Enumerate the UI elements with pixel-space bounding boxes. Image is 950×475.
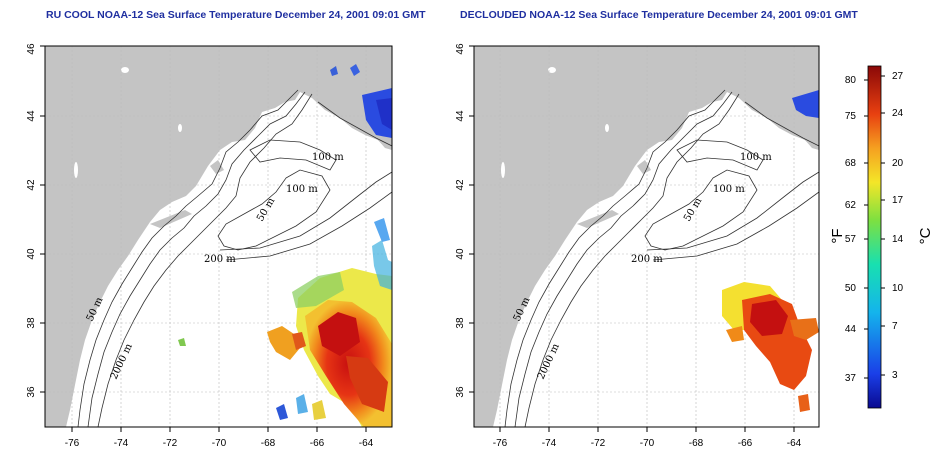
contour-label-100m: 100 m	[286, 184, 318, 195]
colorbar-c-label: 20	[892, 158, 904, 169]
map-panel-right: 100 m 100 m 50 m 200 m 50 m 2000 m -76 -…	[455, 43, 820, 449]
contour-label-100m: 100 m	[713, 184, 745, 195]
colorbar-f-label: 80	[845, 75, 857, 86]
x-tick-label: -70	[640, 438, 655, 449]
colorbar-f-label: 50	[845, 283, 857, 294]
lake	[178, 124, 182, 132]
colorbar: 80 75 68 62 57 50 44 37 27 24 20 17 14 1…	[829, 65, 934, 409]
y-axis-labels: 36 38 40 42 44 46	[455, 43, 466, 398]
lake	[605, 124, 609, 132]
lake	[501, 162, 505, 178]
land-cape-cod	[210, 160, 224, 174]
lake	[121, 67, 129, 73]
colorbar-c-label: 10	[892, 283, 904, 294]
y-tick-label: 46	[455, 43, 466, 55]
x-tick-label: -72	[163, 438, 178, 449]
colorbar-f-labels: 80 75 68 62 57 50 44 37	[845, 75, 857, 384]
x-tick-label: -64	[359, 438, 374, 449]
y-tick-label: 42	[455, 179, 466, 191]
x-tick-label: -66	[738, 438, 753, 449]
map-panel-left: 100 m 100 m 50 m 200 m 50 m 2000 m -76 -…	[26, 43, 393, 449]
x-axis-labels: -76 -74 -72 -70 -68 -66 -64	[493, 438, 802, 449]
x-tick-label: -74	[114, 438, 129, 449]
y-tick-label: 36	[455, 386, 466, 398]
colorbar-f-label: 68	[845, 158, 857, 169]
x-axis-labels: -76 -74 -72 -70 -68 -66 -64	[65, 438, 374, 449]
y-tick-label: 38	[455, 317, 466, 329]
colorbar-c-label: 7	[892, 321, 898, 332]
bathymetry-contours	[77, 89, 392, 427]
colorbar-f-label: 37	[845, 373, 857, 384]
x-tick-label: -74	[542, 438, 557, 449]
land-long-island	[150, 210, 192, 228]
y-tick-label: 36	[26, 386, 37, 398]
bathymetry-contours	[504, 89, 819, 427]
colorbar-c-label: 27	[892, 71, 904, 82]
lake	[548, 67, 556, 73]
contour-label-200m: 200 m	[631, 254, 663, 265]
colorbar-c-label: 14	[892, 234, 904, 245]
x-tick-label: -66	[310, 438, 325, 449]
y-tick-label: 44	[455, 110, 466, 122]
y-tick-label: 38	[26, 317, 37, 329]
y-tick-label: 42	[26, 179, 37, 191]
lake	[74, 162, 78, 178]
y-tick-label: 40	[455, 248, 466, 260]
x-tick-label: -76	[493, 438, 508, 449]
colorbar-gradient	[867, 65, 882, 409]
x-tick-label: -76	[65, 438, 80, 449]
contour-label-100m: 100 m	[740, 152, 772, 163]
contour-label-200m: 200 m	[204, 254, 236, 265]
panel-title-right: DECLOUDED NOAA-12 Sea Surface Temperatur…	[460, 9, 858, 21]
axis-ticks	[40, 45, 367, 432]
colorbar-unit-fahrenheit: °F	[829, 228, 846, 243]
x-tick-label: -72	[591, 438, 606, 449]
y-tick-label: 40	[26, 248, 37, 260]
colorbar-f-label: 62	[845, 200, 857, 211]
y-tick-label: 44	[26, 110, 37, 122]
sst-swath-left	[178, 64, 392, 427]
colorbar-c-label: 24	[892, 108, 904, 119]
land-mass	[45, 46, 392, 427]
colorbar-ticks	[864, 75, 885, 379]
contour-label-100m: 100 m	[312, 152, 344, 163]
x-tick-label: -68	[689, 438, 704, 449]
x-tick-label: -68	[261, 438, 276, 449]
y-tick-label: 46	[26, 43, 37, 55]
x-tick-label: -70	[212, 438, 227, 449]
colorbar-unit-celsius: °C	[917, 227, 934, 244]
land-mass	[474, 46, 819, 427]
panel-title-left: RU COOL NOAA-12 Sea Surface Temperature …	[46, 9, 426, 21]
land-cape-cod	[637, 160, 651, 174]
colorbar-c-label: 3	[892, 370, 898, 381]
sst-swath-right	[722, 90, 819, 412]
axis-ticks	[469, 45, 795, 432]
colorbar-c-labels: 27 24 20 17 14 10 7 3	[892, 71, 904, 381]
x-tick-label: -64	[787, 438, 802, 449]
colorbar-c-label: 17	[892, 195, 904, 206]
colorbar-f-label: 57	[845, 234, 857, 245]
colorbar-f-label: 44	[845, 324, 857, 335]
colorbar-f-label: 75	[845, 111, 857, 122]
y-axis-labels: 36 38 40 42 44 46	[26, 43, 37, 398]
